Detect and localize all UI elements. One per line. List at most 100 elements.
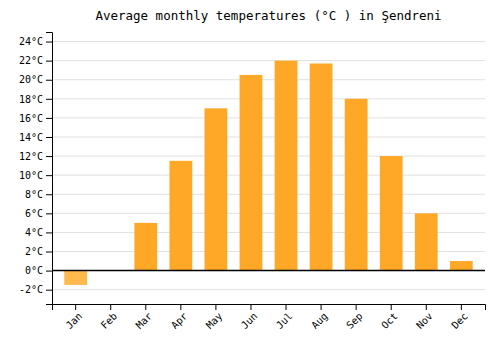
tick: 16°C — [19, 113, 52, 124]
tick-mark — [391, 304, 392, 310]
tick-label: 12°C — [19, 151, 43, 162]
tick: Oct — [379, 304, 400, 331]
chart: -2°C 0°C 2°C 4°C 6°C 8°C 10°C 12°C 14°C 16°C 18°C 2… — [0, 0, 500, 350]
tick-mark — [75, 304, 76, 310]
tick: May — [204, 304, 225, 331]
tick: Feb — [99, 304, 120, 331]
axis-line — [46, 33, 53, 305]
tick-label: 16°C — [19, 113, 43, 124]
plot: -2°C 0°C 2°C 4°C 6°C 8°C 10°C 12°C 14°C 16°C 18°C 2… — [19, 33, 486, 331]
tick-label: May — [204, 310, 225, 331]
tick-mark — [46, 194, 52, 195]
tick-mark — [180, 304, 181, 310]
tick: 6°C — [25, 208, 52, 219]
tick-mark — [461, 304, 462, 310]
tick-mark — [46, 290, 52, 291]
tick-label: 22°C — [19, 55, 43, 66]
tick-label: Jul — [274, 310, 295, 331]
tick-mark — [110, 304, 111, 310]
tick-label: Jun — [239, 310, 260, 331]
tick-label: 0°C — [25, 265, 43, 276]
tick-mark — [46, 80, 52, 81]
tick-label: 4°C — [25, 227, 43, 238]
tick-mark — [46, 61, 52, 62]
tick-label: Mar — [134, 310, 155, 331]
tick-mark — [46, 42, 52, 43]
tick: Nov — [414, 304, 435, 331]
tick-label: Aug — [309, 310, 330, 331]
tick-mark — [250, 304, 251, 310]
grid-line — [52, 136, 485, 137]
tick-label: Feb — [99, 310, 120, 331]
tick: 10°C — [19, 170, 52, 181]
grid-line — [52, 270, 485, 271]
tick-label: 10°C — [19, 170, 43, 181]
tick-label: 18°C — [19, 94, 43, 105]
tick-label: Jan — [64, 310, 85, 331]
bar — [134, 223, 157, 271]
bar — [380, 156, 403, 271]
tick-mark — [286, 304, 287, 310]
tick: 20°C — [19, 74, 52, 85]
grid-line — [52, 289, 485, 290]
grid-line — [52, 194, 485, 195]
tick: 8°C — [25, 189, 52, 200]
baseline — [52, 270, 485, 272]
tick-mark — [46, 156, 52, 157]
tick: 24°C — [19, 36, 52, 47]
tick: 12°C — [19, 151, 52, 162]
tick-mark — [46, 118, 52, 119]
bar — [240, 75, 263, 271]
tick: Apr — [169, 304, 190, 331]
tick-mark — [321, 304, 322, 310]
grid-line — [52, 98, 485, 99]
y-axis: -2°C 0°C 2°C 4°C 6°C 8°C 10°C 12°C 14°C 16°C 18°C 2… — [19, 33, 53, 305]
tick-label: 2°C — [25, 246, 43, 257]
x-axis: Jan Feb Mar Apr May Jun Jul Aug Sep Oct Nov Dec — [53, 304, 486, 331]
tick-label: Oct — [379, 310, 400, 331]
tick: 0°C — [25, 265, 52, 276]
tick-mark — [356, 304, 357, 310]
tick-mark — [46, 213, 52, 214]
tick-label: 20°C — [19, 74, 43, 85]
tick-label: 24°C — [19, 36, 43, 47]
tick: -2°C — [19, 284, 52, 295]
tick-label: -2°C — [19, 284, 43, 295]
bar — [64, 271, 87, 285]
tick-mark — [46, 99, 52, 100]
tick-label: 14°C — [19, 132, 43, 143]
tick-mark — [145, 304, 146, 310]
tick: Jul — [274, 304, 295, 331]
bar — [169, 161, 192, 271]
tick: 22°C — [19, 55, 52, 66]
tick-label: 6°C — [25, 208, 43, 219]
bar — [450, 261, 473, 271]
tick: Dec — [449, 304, 470, 331]
tick: Sep — [344, 304, 365, 331]
bar — [415, 213, 438, 270]
tick-mark — [215, 304, 216, 310]
tick-mark — [46, 137, 52, 138]
grid-line — [52, 60, 485, 61]
tick: Aug — [309, 304, 330, 331]
bar — [205, 108, 228, 270]
bar — [310, 63, 333, 270]
title: Average monthly temperatures (°C ) in Şe… — [95, 8, 441, 23]
tick-mark — [46, 175, 52, 176]
grid-line — [52, 117, 485, 118]
grid-line — [52, 79, 485, 80]
tick-mark — [426, 304, 427, 310]
grid — [52, 42, 485, 290]
grid-line — [52, 175, 485, 176]
tick-mark — [46, 232, 52, 233]
tick-label: Nov — [414, 310, 435, 331]
tick: Mar — [134, 304, 155, 331]
tick: 2°C — [25, 246, 52, 257]
tick-label: Apr — [169, 310, 190, 331]
tick: 14°C — [19, 132, 52, 143]
tick: Jan — [64, 304, 85, 331]
tick-mark — [46, 252, 52, 253]
axis-line — [53, 305, 486, 311]
grid-line — [52, 156, 485, 157]
bar — [275, 61, 298, 271]
